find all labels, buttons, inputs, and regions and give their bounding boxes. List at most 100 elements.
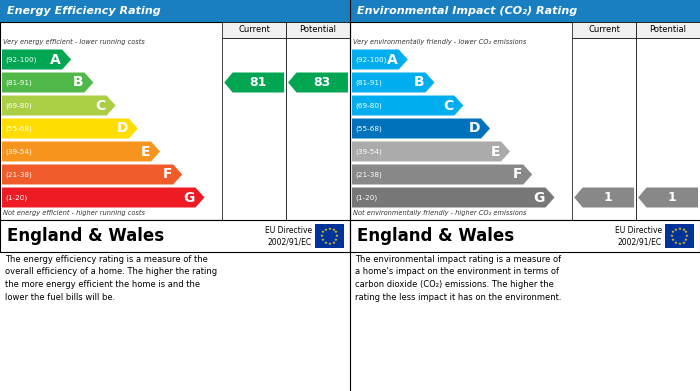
Polygon shape (288, 72, 348, 93)
Polygon shape (352, 50, 408, 70)
Text: (55-68): (55-68) (355, 125, 382, 132)
Text: F: F (162, 167, 172, 181)
Text: D: D (116, 122, 128, 136)
Text: ★: ★ (678, 226, 681, 231)
Text: (55-68): (55-68) (5, 125, 32, 132)
Text: Current: Current (588, 25, 620, 34)
Text: Current: Current (238, 25, 270, 34)
Text: ★: ★ (324, 240, 328, 244)
Text: ★: ★ (324, 228, 328, 231)
Text: The energy efficiency rating is a measure of the
overall efficiency of a home. T: The energy efficiency rating is a measur… (5, 255, 217, 301)
Text: ★: ★ (320, 234, 324, 238)
Polygon shape (2, 142, 160, 161)
Polygon shape (352, 118, 490, 138)
Text: Potential: Potential (650, 25, 687, 34)
Text: B: B (414, 75, 424, 90)
Text: F: F (512, 167, 522, 181)
Polygon shape (352, 142, 510, 161)
Bar (573, 22, 636, 38)
Bar (350, 22, 700, 220)
Polygon shape (352, 95, 463, 115)
Text: ★: ★ (684, 230, 688, 234)
Text: (1-20): (1-20) (5, 194, 27, 201)
Polygon shape (2, 50, 71, 70)
Text: ★: ★ (321, 238, 325, 242)
Text: (21-38): (21-38) (5, 171, 32, 178)
Bar (350, 220, 700, 252)
Text: A: A (50, 52, 61, 66)
Polygon shape (2, 95, 116, 115)
Text: ★: ★ (334, 230, 338, 234)
Text: (69-80): (69-80) (355, 102, 382, 109)
Polygon shape (638, 188, 698, 208)
Polygon shape (2, 165, 182, 185)
Text: G: G (183, 190, 195, 204)
Text: (81-91): (81-91) (355, 79, 382, 86)
Text: A: A (387, 52, 398, 66)
Text: EU Directive
2002/91/EC: EU Directive 2002/91/EC (615, 226, 662, 246)
Bar (315, 224, 344, 248)
Text: C: C (95, 99, 106, 113)
Text: ★: ★ (674, 228, 678, 231)
Bar (636, 22, 700, 38)
Text: ★: ★ (328, 226, 331, 231)
Text: ★: ★ (671, 238, 675, 242)
Polygon shape (2, 188, 204, 208)
Text: ★: ★ (671, 230, 675, 234)
Bar (286, 22, 350, 38)
Bar (0, 220, 350, 252)
Polygon shape (2, 118, 138, 138)
Text: 1: 1 (668, 191, 677, 204)
Text: D: D (468, 122, 480, 136)
Bar (665, 224, 694, 248)
Text: Very energy efficient - lower running costs: Very energy efficient - lower running co… (3, 39, 145, 45)
Text: ★: ★ (678, 242, 681, 246)
Bar (636, 38, 700, 220)
Text: Potential: Potential (300, 25, 337, 34)
Text: ★: ★ (335, 234, 339, 238)
Text: ★: ★ (321, 230, 325, 234)
Text: Energy Efficiency Rating: Energy Efficiency Rating (7, 6, 161, 16)
Text: (92-100): (92-100) (355, 56, 386, 63)
Text: (81-91): (81-91) (5, 79, 32, 86)
Text: 1: 1 (604, 191, 612, 204)
Polygon shape (2, 72, 93, 93)
Bar (223, 38, 286, 220)
Text: (1-20): (1-20) (355, 194, 377, 201)
Text: Not environmentally friendly - higher CO₂ emissions: Not environmentally friendly - higher CO… (353, 210, 526, 216)
Text: (69-80): (69-80) (5, 102, 32, 109)
Text: The environmental impact rating is a measure of
a home's impact on the environme: The environmental impact rating is a mea… (355, 255, 561, 301)
Text: G: G (533, 190, 545, 204)
Polygon shape (352, 188, 554, 208)
Bar (350, 0, 700, 22)
Text: ★: ★ (328, 242, 331, 246)
Bar (223, 22, 286, 38)
Text: England & Wales: England & Wales (7, 227, 164, 245)
Text: ★: ★ (681, 240, 685, 244)
Text: B: B (73, 75, 83, 90)
Text: ★: ★ (331, 240, 335, 244)
Polygon shape (352, 72, 435, 93)
Bar (286, 38, 350, 220)
Text: ★: ★ (331, 228, 335, 231)
Text: EU Directive
2002/91/EC: EU Directive 2002/91/EC (265, 226, 312, 246)
Text: 81: 81 (250, 76, 267, 89)
Polygon shape (224, 72, 284, 93)
Text: Environmental Impact (CO₂) Rating: Environmental Impact (CO₂) Rating (357, 6, 578, 16)
Text: ★: ★ (670, 234, 674, 238)
Text: (92-100): (92-100) (5, 56, 36, 63)
Text: ★: ★ (681, 228, 685, 231)
Text: 83: 83 (314, 76, 331, 89)
Text: England & Wales: England & Wales (357, 227, 514, 245)
Bar (0, 0, 350, 22)
Text: Not energy efficient - higher running costs: Not energy efficient - higher running co… (3, 210, 145, 216)
Text: E: E (491, 145, 500, 158)
Text: ★: ★ (684, 238, 688, 242)
Text: (39-54): (39-54) (5, 148, 32, 155)
Bar (0, 22, 350, 220)
Text: C: C (443, 99, 454, 113)
Text: ★: ★ (674, 240, 678, 244)
Text: E: E (141, 145, 150, 158)
Text: (39-54): (39-54) (355, 148, 382, 155)
Text: Very environmentally friendly - lower CO₂ emissions: Very environmentally friendly - lower CO… (353, 39, 526, 45)
